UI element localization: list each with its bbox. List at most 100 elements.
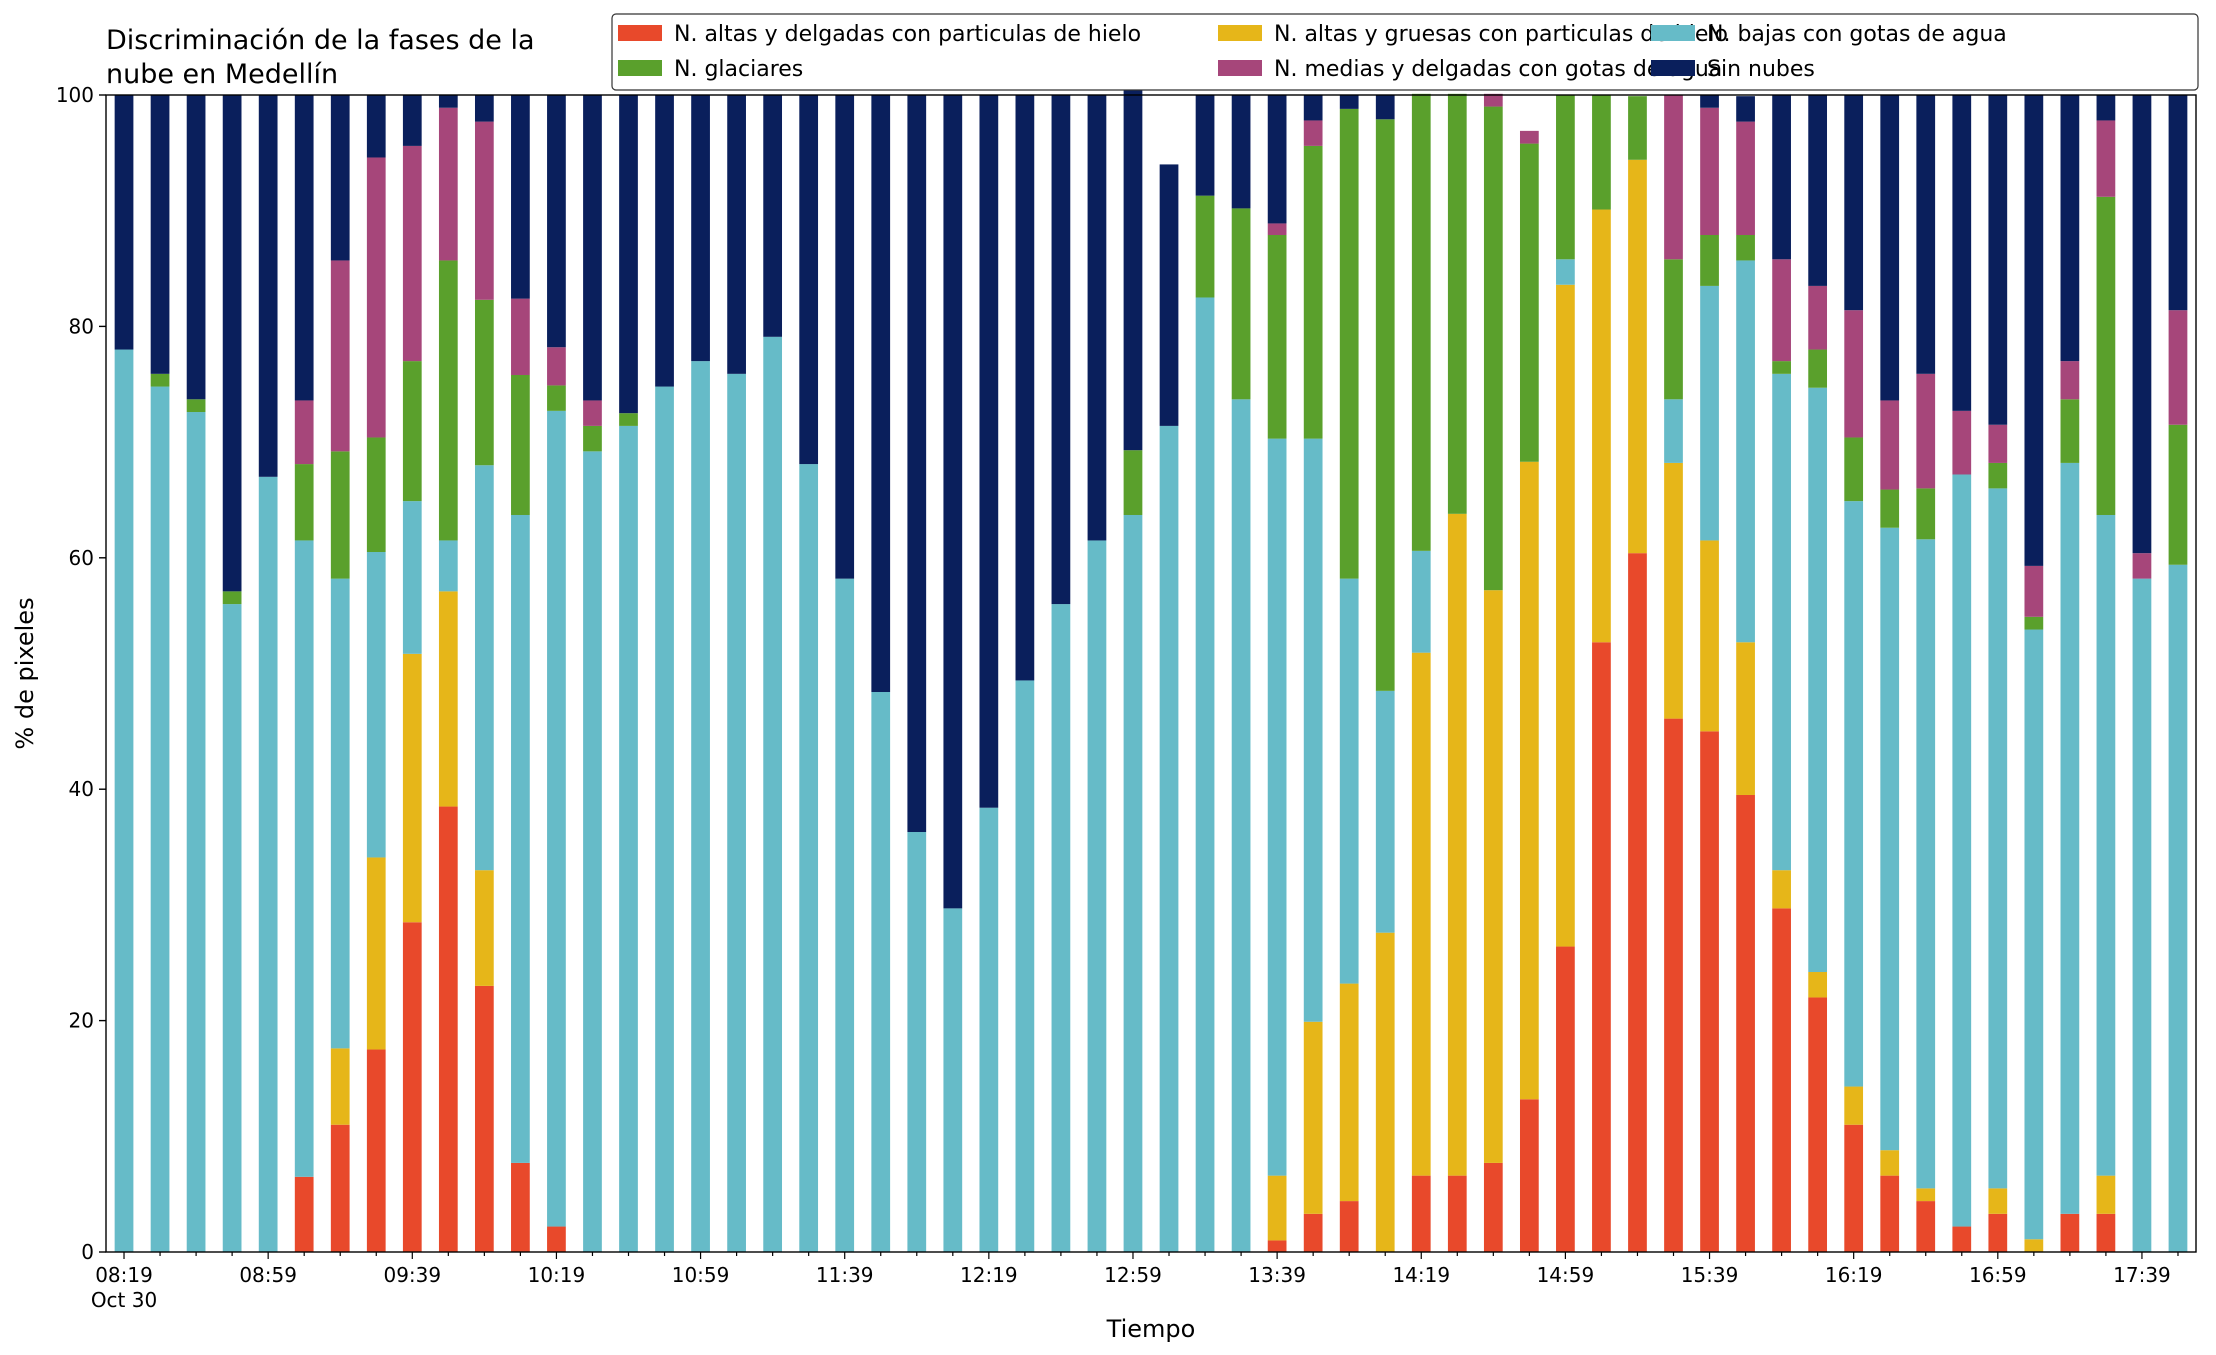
bar-segment-s5-46 [1772, 95, 1791, 260]
bar-segment-s3-33 [1303, 145, 1323, 439]
bar-segment-s3-7 [366, 437, 386, 553]
bar-segment-s2-11 [511, 514, 530, 1163]
bar-segment-s2-14 [619, 425, 638, 1252]
bar-segment-s5-27 [1087, 95, 1107, 541]
bar-segment-s4-45 [1736, 121, 1755, 235]
x-tick-label: 12:19 [960, 1263, 1018, 1287]
bar-segment-s5-53 [2024, 95, 2044, 566]
bar-segment-s3-40 [1556, 95, 1575, 260]
bar-segment-s5-8 [402, 95, 422, 146]
bar-segment-s2-12 [547, 410, 566, 1227]
bar-segment-s2-7 [366, 552, 386, 858]
bar-segment-s1-50 [1916, 1188, 1936, 1202]
bar-segment-s4-53 [2024, 565, 2044, 617]
bar-segment-s4-50 [1916, 373, 1936, 489]
bar-segment-s5-7 [366, 95, 386, 158]
bar-segment-s0-42 [1628, 553, 1647, 1252]
chart-title-line-2: nube en Medellín [106, 59, 338, 90]
bar-segment-s5-16 [691, 95, 710, 362]
legend-entry-label: N. medias y delgadas con gotas de agua [1274, 57, 1722, 82]
bar-segment-s5-13 [583, 95, 602, 401]
bar-segment-s0-11 [511, 1162, 530, 1252]
bar-segment-s5-56 [2132, 95, 2152, 554]
bar-segment-s0-5 [294, 1176, 314, 1252]
bar-segment-s2-19 [799, 464, 819, 1253]
bar-segment-s5-3 [222, 95, 242, 592]
legend-swatch [618, 60, 662, 76]
y-tick-label: 100 [56, 83, 94, 107]
y-axis: 0 20 40 60 80 100 [56, 83, 106, 1264]
bar-segment-s5-12 [547, 95, 566, 348]
bar-segment-s3-38 [1483, 106, 1503, 591]
bar-segment-s2-1 [150, 386, 170, 1252]
bar-segment-s0-32 [1267, 1240, 1287, 1252]
bar-segment-s3-11 [511, 374, 530, 515]
y-tick-label: 60 [69, 546, 94, 570]
bar-segment-s5-21 [871, 95, 891, 693]
bar-segment-s4-9 [438, 107, 458, 261]
bar-segment-s0-43 [1664, 718, 1683, 1252]
bar-segment-s3-37 [1447, 93, 1467, 514]
bar-segment-s2-34 [1339, 578, 1359, 984]
x-tick-label: 10:19 [528, 1263, 586, 1287]
bar-segment-s3-50 [1916, 488, 1936, 540]
bar-segment-s4-54 [2060, 361, 2080, 400]
bar-segment-s3-53 [2024, 616, 2044, 630]
y-tick-label: 80 [69, 314, 94, 338]
bar-segment-s2-32 [1267, 438, 1287, 1176]
legend-box [611, 13, 2199, 91]
bar-segment-s1-33 [1303, 1021, 1323, 1214]
bar-segment-s3-1 [150, 373, 170, 387]
bar-segment-s5-49 [1880, 95, 1900, 401]
bar-segment-s1-43 [1664, 462, 1683, 719]
bar-segment-s2-9 [438, 540, 458, 592]
bar-segment-s5-26 [1051, 95, 1071, 605]
bar-segment-s5-23 [943, 95, 963, 909]
bar-segment-s1-9 [438, 591, 458, 807]
bar-segment-s0-36 [1411, 1175, 1431, 1252]
bar-segment-s3-49 [1880, 489, 1900, 528]
plot-area-frame [105, 94, 2197, 1253]
bar-segment-s5-0 [114, 95, 134, 350]
bar-segment-s5-9 [438, 95, 458, 108]
bar-segment-s5-52 [1988, 95, 2008, 425]
bar-segment-s4-44 [1700, 107, 1719, 235]
legend-swatch [1651, 25, 1695, 41]
bar-segment-s5-54 [2060, 95, 2080, 362]
bar-segment-s2-44 [1700, 285, 1719, 541]
bar-segment-s2-25 [1015, 680, 1035, 1252]
bar-segment-s0-6 [330, 1124, 350, 1252]
bar-segment-s0-55 [2096, 1213, 2116, 1252]
bar-segment-s4-38 [1483, 93, 1503, 107]
bar-segment-s0-52 [1988, 1213, 2008, 1252]
x-tick-label: 10:59 [672, 1263, 730, 1287]
bar-segment-s5-31 [1231, 95, 1251, 209]
bar-segment-s1-34 [1339, 983, 1359, 1202]
bar-segment-s4-6 [330, 260, 350, 452]
bar-segment-s1-40 [1556, 284, 1575, 947]
bar-segment-s5-50 [1916, 95, 1936, 374]
x-tick-label: 12:59 [1104, 1263, 1162, 1287]
bar-segment-s2-43 [1664, 399, 1683, 463]
bar-segment-s3-9 [438, 260, 458, 541]
bar-segment-s4-11 [511, 298, 530, 375]
bar-segment-s5-29 [1159, 164, 1179, 426]
x-tick-label: 16:59 [1969, 1263, 2027, 1287]
bar-segment-s1-42 [1628, 159, 1647, 554]
bar-segment-s4-12 [547, 347, 566, 386]
bar-segment-s2-18 [763, 336, 783, 1252]
legend: N. altas y delgadas con particulas de hi… [611, 13, 2199, 91]
chart-title-line-1: Discriminación de la fases de la [106, 25, 535, 56]
legend-swatch [1218, 25, 1262, 41]
x-tick-label: 15:39 [1681, 1263, 1739, 1287]
bar-segment-s5-2 [186, 95, 206, 400]
bar-segment-s3-47 [1808, 349, 1828, 388]
bar-segment-s2-53 [2024, 629, 2044, 1240]
bar-segment-s0-45 [1736, 794, 1755, 1252]
bar-segment-s4-7 [366, 157, 386, 438]
bar-segment-s3-30 [1195, 195, 1215, 298]
bar-segment-s2-31 [1231, 399, 1251, 1252]
bar-segment-s3-55 [2096, 196, 2116, 515]
bar-segment-s2-50 [1916, 539, 1936, 1189]
bar-segment-s3-12 [547, 385, 566, 411]
